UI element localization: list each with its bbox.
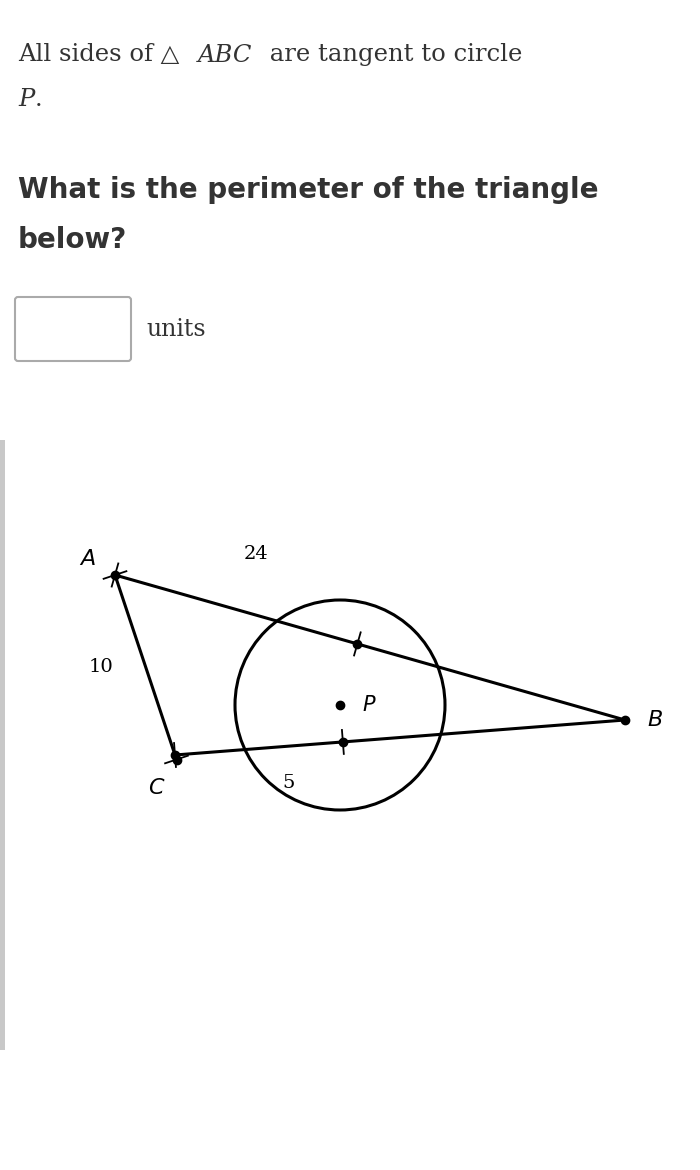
Text: $P$: $P$ — [362, 695, 377, 715]
Text: 10: 10 — [88, 659, 113, 676]
Text: ABC: ABC — [198, 43, 253, 67]
Text: below?: below? — [18, 226, 127, 254]
Text: All sides of △: All sides of △ — [18, 43, 179, 67]
Text: $B$: $B$ — [647, 709, 663, 731]
Text: are tangent to circle: are tangent to circle — [262, 43, 522, 67]
Text: 24: 24 — [244, 545, 269, 564]
Bar — [0, 440, 5, 1049]
Text: .: . — [35, 89, 43, 111]
Text: $C$: $C$ — [148, 777, 166, 799]
FancyBboxPatch shape — [15, 297, 131, 362]
Text: P: P — [18, 89, 34, 111]
Text: $A$: $A$ — [78, 548, 95, 570]
Text: units: units — [146, 317, 206, 340]
Text: What is the perimeter of the triangle: What is the perimeter of the triangle — [18, 176, 598, 204]
Text: 5: 5 — [283, 775, 295, 792]
